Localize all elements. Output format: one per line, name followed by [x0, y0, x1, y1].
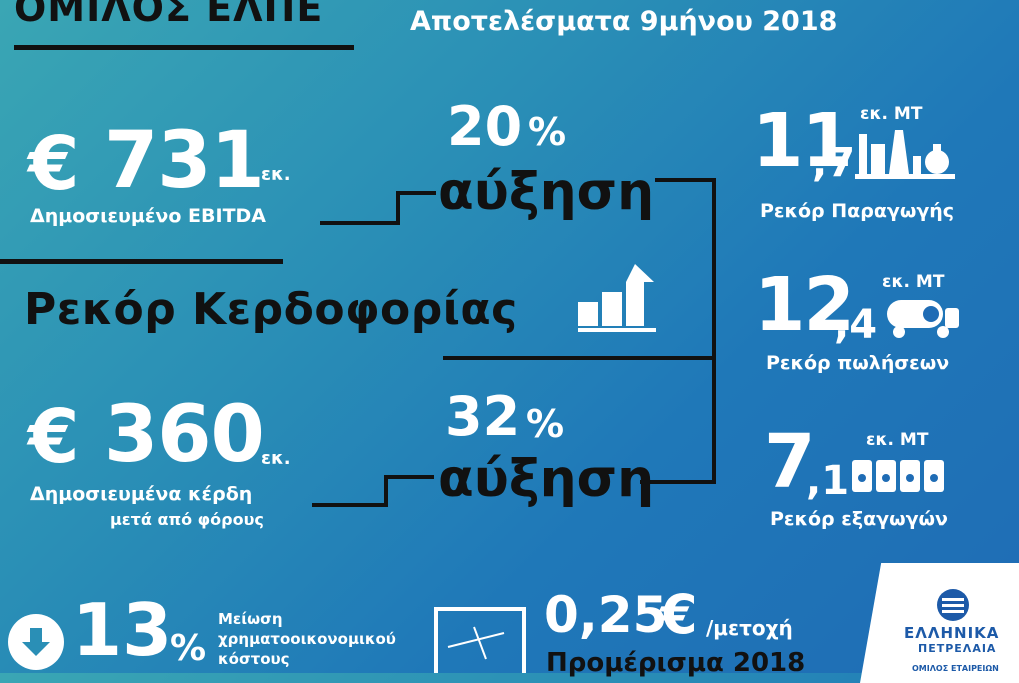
cost-line1: Μείωση [218, 610, 283, 628]
refinery-icon [855, 130, 955, 179]
ebitda-growth-sign: % [528, 110, 567, 154]
ebitda-growth-value: 20 [447, 95, 523, 158]
exports-label: Ρεκόρ εξαγωγών [770, 508, 948, 530]
cost-line3: κόστους [218, 650, 290, 668]
ebitda-label: Δημοσιευμένο EBITDA [30, 205, 267, 227]
cost-sign: % [170, 628, 207, 669]
growth-chart-icon [578, 264, 656, 332]
dividend-value: 0,25 [544, 586, 668, 644]
profit-label-line2: μετά από φόρους [110, 510, 264, 529]
logo-text-line2: ΠΕΤΡΕΛΑΙΑ [918, 642, 997, 655]
connector [712, 178, 716, 484]
sales-dec: ,4 [834, 302, 878, 348]
sales-label: Ρεκόρ πωλήσεων [766, 352, 950, 374]
profit-growth-value: 32 [445, 385, 521, 448]
dividend-chart-icon [434, 607, 526, 673]
connector [443, 356, 716, 360]
ebitda-growth-word: αύξηση [438, 162, 655, 222]
title-underline [14, 45, 354, 50]
connector [396, 191, 400, 225]
exports-dec: ,1 [806, 458, 850, 504]
dividend-label: Προμέρισμα 2018 [546, 648, 806, 678]
connector [640, 480, 716, 484]
exports-unit: εκ. MT [866, 430, 929, 450]
production-int: 11 [752, 98, 853, 184]
connector [396, 191, 436, 195]
logo-text-line3: ΟΜΙΛΟΣ ΕΤΑΙΡΕΙΩΝ [912, 664, 999, 673]
profit-value: 360 [104, 390, 265, 480]
profit-currency: € [28, 394, 80, 480]
production-unit: εκ. MT [860, 104, 923, 124]
headline-record-profit: Ρεκόρ Κερδοφορίας [24, 284, 518, 335]
exports-int: 7 [764, 419, 815, 505]
divider [0, 259, 283, 264]
connector [320, 221, 398, 225]
connector [312, 503, 386, 507]
arrow-down-circle-icon [8, 614, 64, 670]
profit-unit: εκ. [261, 448, 291, 469]
production-label: Ρεκόρ Παραγωγής [760, 200, 955, 222]
ebitda-currency: € [28, 121, 80, 207]
profit-label-line1: Δημοσιευμένα κέρδη [30, 483, 253, 505]
sales-int: 12 [754, 262, 855, 348]
page-title: ΟΜΙΛΟΣ ΕΛΠΕ [14, 0, 324, 30]
connector [655, 178, 715, 182]
barrels-icon [852, 460, 944, 492]
page-subtitle: Αποτελέσματα 9μήνου 2018 [410, 6, 838, 37]
ebitda-unit: εκ. [261, 164, 291, 185]
profit-growth-sign: % [526, 402, 565, 446]
sales-unit: εκ. MT [882, 272, 945, 292]
production-dec: ,7 [812, 140, 856, 186]
cost-value: 13 [72, 588, 173, 672]
ebitda-value: 731 [104, 116, 265, 206]
dividend-currency: € [660, 583, 698, 646]
connector [384, 475, 388, 507]
company-logo-icon [937, 589, 969, 621]
dividend-per-share: /μετοχή [706, 616, 793, 640]
tanker-truck-icon [887, 300, 959, 338]
cost-line2: χρηματοοικονομικού [218, 630, 396, 648]
profit-growth-word: αύξηση [438, 449, 655, 509]
logo-text-line1: ΕΛΛΗΝΙΚΑ [904, 624, 1000, 642]
connector [384, 475, 434, 479]
